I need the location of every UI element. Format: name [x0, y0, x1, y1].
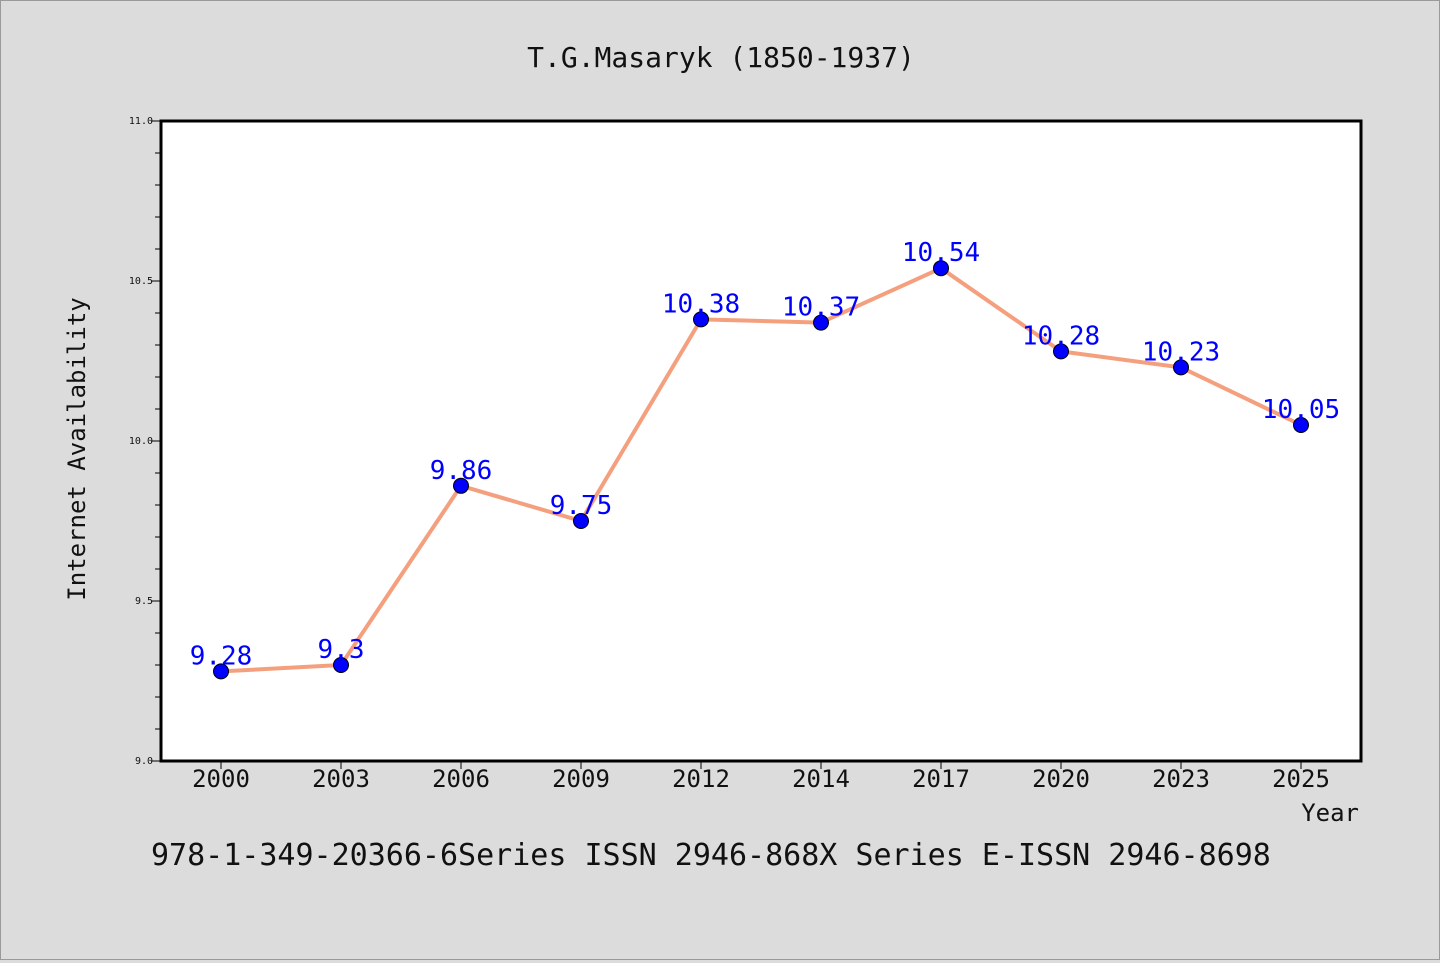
x-tick-label: 2017: [912, 765, 970, 793]
x-tick-label: 2014: [792, 765, 850, 793]
y-axis-label: Internet Availability: [63, 297, 91, 600]
y-tick-label: 9.0: [135, 756, 153, 767]
x-tick-label: 2009: [552, 765, 610, 793]
data-label-2014: 10.37: [782, 293, 860, 323]
x-tick-label: 2023: [1152, 765, 1210, 793]
plot-area: [159, 119, 1363, 763]
data-label-2006: 9.86: [430, 456, 493, 486]
x-tick-label: 2000: [192, 765, 250, 793]
chart-title: T.G.Masaryk (1850-1937): [527, 41, 915, 74]
y-tick-label: 10.0: [129, 436, 153, 447]
data-labels: 9.28 9.3 9.86 9.75 10.38 10.37 10.54 10.28 10.23…: [190, 238, 1340, 671]
data-label-2017: 10.54: [902, 238, 980, 268]
data-point-2023: [1173, 359, 1189, 376]
data-point-2000: [213, 663, 229, 680]
series-line-group: [219, 266, 1303, 674]
data-point-2014: [813, 314, 829, 331]
data-label-2025: 10.05: [1262, 395, 1340, 425]
data-label-2000: 9.28: [190, 641, 253, 671]
x-axis-label: Year: [1301, 799, 1359, 827]
data-markers: [213, 260, 1309, 680]
footer-isbn-text: 978-1-349-20366-6Series ISSN 2946-868X S…: [151, 838, 1271, 873]
y-tick-label: 10.5: [129, 276, 153, 287]
data-point-2006: [453, 477, 469, 494]
data-point-2009: [573, 513, 589, 529]
x-axis: 2000 2003 2006 2009 2012 2014 2017 2020 2023 2025: [192, 761, 1330, 793]
x-tick-label: 2025: [1272, 765, 1330, 793]
y-tick-label: 11.0: [129, 116, 153, 127]
data-point-2003: [333, 657, 349, 673]
series-line: [219, 266, 1303, 674]
data-label-2012: 10.38: [662, 289, 740, 319]
data-point-2020: [1053, 343, 1069, 360]
y-tick-label: 9.5: [135, 596, 153, 607]
data-label-2023: 10.23: [1142, 337, 1220, 367]
data-label-2020: 10.28: [1022, 321, 1100, 351]
x-tick-label: 2006: [432, 765, 490, 793]
data-label-2003: 9.3: [318, 635, 365, 665]
data-label-2009: 9.75: [550, 491, 613, 521]
x-tick-label: 2003: [312, 765, 370, 793]
data-point-2012: [693, 311, 709, 328]
y-axis: 9.0 9.5 10.0 10.5 11.0: [129, 116, 161, 767]
x-tick-label: 2020: [1032, 765, 1090, 793]
data-point-2017: [933, 260, 949, 277]
x-tick-label: 2012: [672, 765, 730, 793]
data-point-2025: [1293, 417, 1309, 433]
